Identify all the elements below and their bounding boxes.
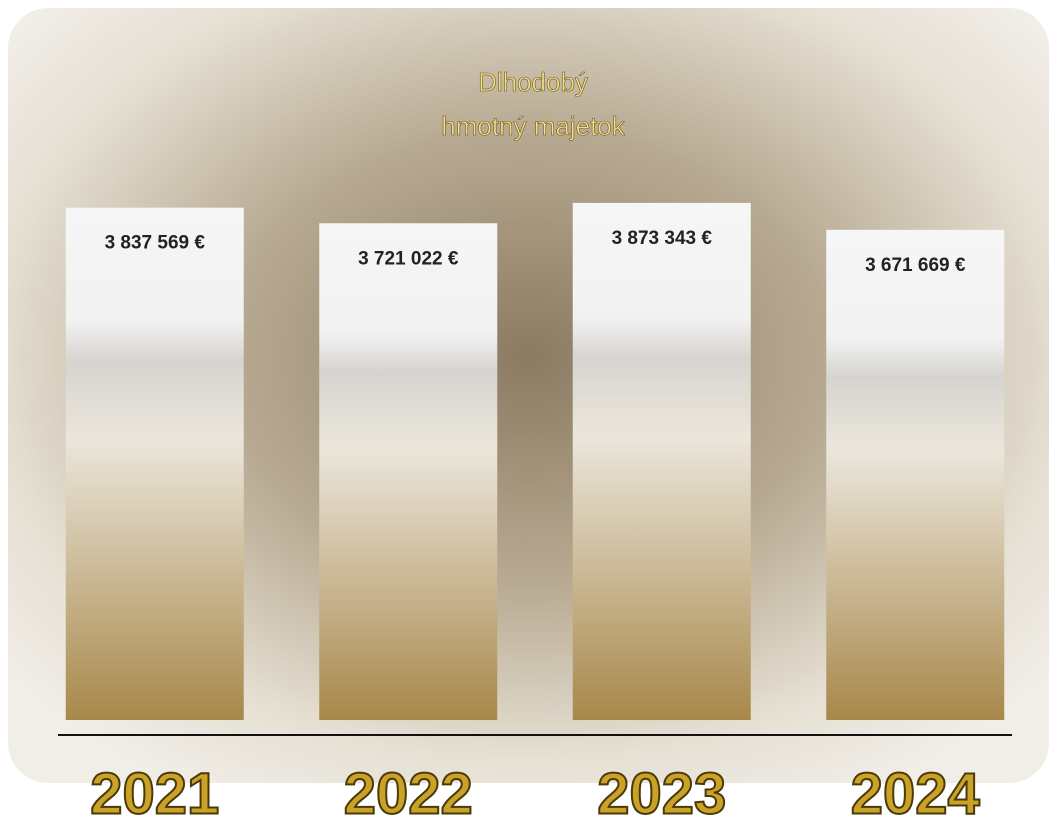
- value-label: 3 721 022 €: [358, 248, 459, 269]
- value-label: 3 873 343 €: [612, 228, 713, 249]
- x-tick-label: 2022: [344, 761, 473, 826]
- bar: [826, 229, 1005, 720]
- value-label: 3 671 669 €: [865, 255, 966, 276]
- bar: [319, 223, 498, 720]
- chart-title: hmotný majetok: [441, 111, 626, 141]
- background: [8, 8, 1049, 783]
- value-label: 3 837 569 €: [105, 233, 206, 254]
- x-tick-label: 2023: [597, 761, 726, 826]
- x-tick-label: 2024: [851, 761, 980, 826]
- bar: [572, 202, 751, 721]
- chart-title: Dlhodobý: [478, 67, 588, 97]
- bar: [65, 207, 244, 720]
- x-tick-label: 2021: [90, 761, 219, 826]
